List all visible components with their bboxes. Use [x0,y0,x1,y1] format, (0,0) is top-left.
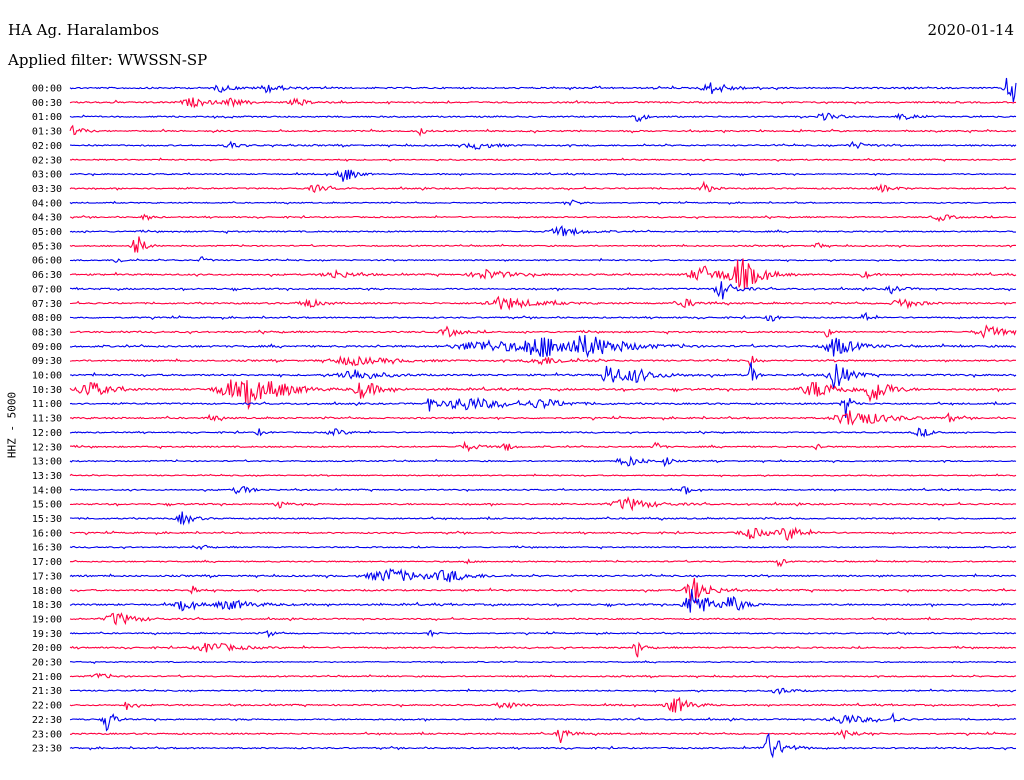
trace-line [69,589,1017,613]
row-time-label: 02:00 [32,141,62,152]
trace-line [69,355,1016,367]
row-time-label: 15:00 [32,500,62,511]
station-title: HA Ag. Haralambos [8,21,160,39]
trace-line [69,696,1016,713]
trace-line [69,258,1017,290]
row-time-label: 03:30 [32,184,62,195]
trace-line [69,440,1017,453]
trace-line [69,711,1017,732]
trace-line [69,567,1017,583]
trace-line [69,112,1017,123]
trace-line [69,140,1017,151]
row-time-label: 17:00 [32,557,62,568]
row-time-label: 12:30 [32,442,62,453]
row-time-label: 20:00 [32,643,62,654]
trace-line [69,732,1017,759]
row-time-label: 04:00 [32,198,62,209]
trace-line [69,629,1017,639]
row-time-label: 22:30 [32,715,62,726]
trace-line [69,687,1017,695]
row-time-label: 05:00 [32,227,62,238]
row-time-label: 09:00 [32,342,62,353]
row-time-label: 19:30 [32,629,62,640]
row-time-label: 00:00 [32,84,62,95]
filter-label: Applied filter: WWSSN-SP [8,51,208,69]
trace-line [69,496,1017,512]
row-time-label: 13:00 [32,457,62,468]
row-time-label: 19:00 [32,614,62,625]
row-time-label: 17:30 [32,571,62,582]
trace-line [70,729,1017,744]
trace-line [69,169,1017,182]
trace-line [69,455,1017,468]
row-time-label: 10:30 [32,385,62,396]
trace-line [69,379,1017,411]
trace-line [70,526,1016,541]
trace-line [69,180,1017,194]
trace-line [69,236,1017,253]
row-time-label: 07:30 [32,299,62,310]
row-time-label: 14:00 [32,485,62,496]
row-time-label: 11:00 [32,399,62,410]
row-time-label: 18:30 [32,600,62,611]
row-time-label: 11:30 [32,414,62,425]
row-time-label: 21:00 [32,672,62,683]
row-time-label: 03:00 [32,170,62,181]
date-label: 2020-01-14 [927,21,1014,39]
row-time-label: 05:30 [32,241,62,252]
row-time-label: 07:00 [32,284,62,295]
trace-line [69,362,1017,389]
row-time-label: 08:30 [32,327,62,338]
row-time-label: 22:00 [32,701,62,712]
trace-line [70,295,1017,311]
row-time-label: 06:00 [32,256,62,267]
row-time-label: 00:30 [32,98,62,109]
trace-line [69,577,1017,604]
row-time-label: 10:00 [32,371,62,382]
trace-line [69,486,1017,495]
trace-line [69,311,1017,322]
row-time-label: 08:00 [32,313,62,324]
row-time-label: 02:30 [32,155,62,166]
row-time-label: 18:00 [32,586,62,597]
trace-line [69,225,1016,237]
trace-line [69,124,1017,137]
trace-line [69,199,1017,207]
trace-line [69,396,1017,419]
trace-line [69,511,1017,526]
row-time-label: 04:30 [32,213,62,224]
row-time-label: 23:00 [32,729,62,740]
row-time-label: 09:30 [32,356,62,367]
trace-line [69,612,1017,626]
row-time-label: 21:30 [32,686,62,697]
trace-line [69,213,1017,223]
row-time-label: 16:00 [32,528,62,539]
trace-line [69,410,1017,426]
row-time-label: 16:30 [32,543,62,554]
trace-line [69,641,1017,658]
trace-line [69,427,1017,438]
row-time-label: 01:00 [32,112,62,123]
row-time-label: 06:30 [32,270,62,281]
row-time-label: 15:30 [32,514,62,525]
row-time-label: 20:30 [32,658,62,669]
row-time-label: 13:30 [32,471,62,482]
trace-line [69,281,1017,300]
trace-line [69,97,1017,109]
trace-line [69,77,1017,103]
trace-line [69,544,1017,551]
trace-line [70,660,1017,665]
row-time-label: 23:30 [32,744,62,755]
trace-line [69,157,1016,162]
row-time-label: 01:30 [32,127,62,138]
trace-line [69,473,1017,478]
trace-line [69,672,1017,679]
row-time-label: 12:00 [32,428,62,439]
trace-line [69,256,1017,264]
trace-line [69,324,1017,339]
trace-line [69,558,1017,568]
trace-line [69,335,1016,359]
